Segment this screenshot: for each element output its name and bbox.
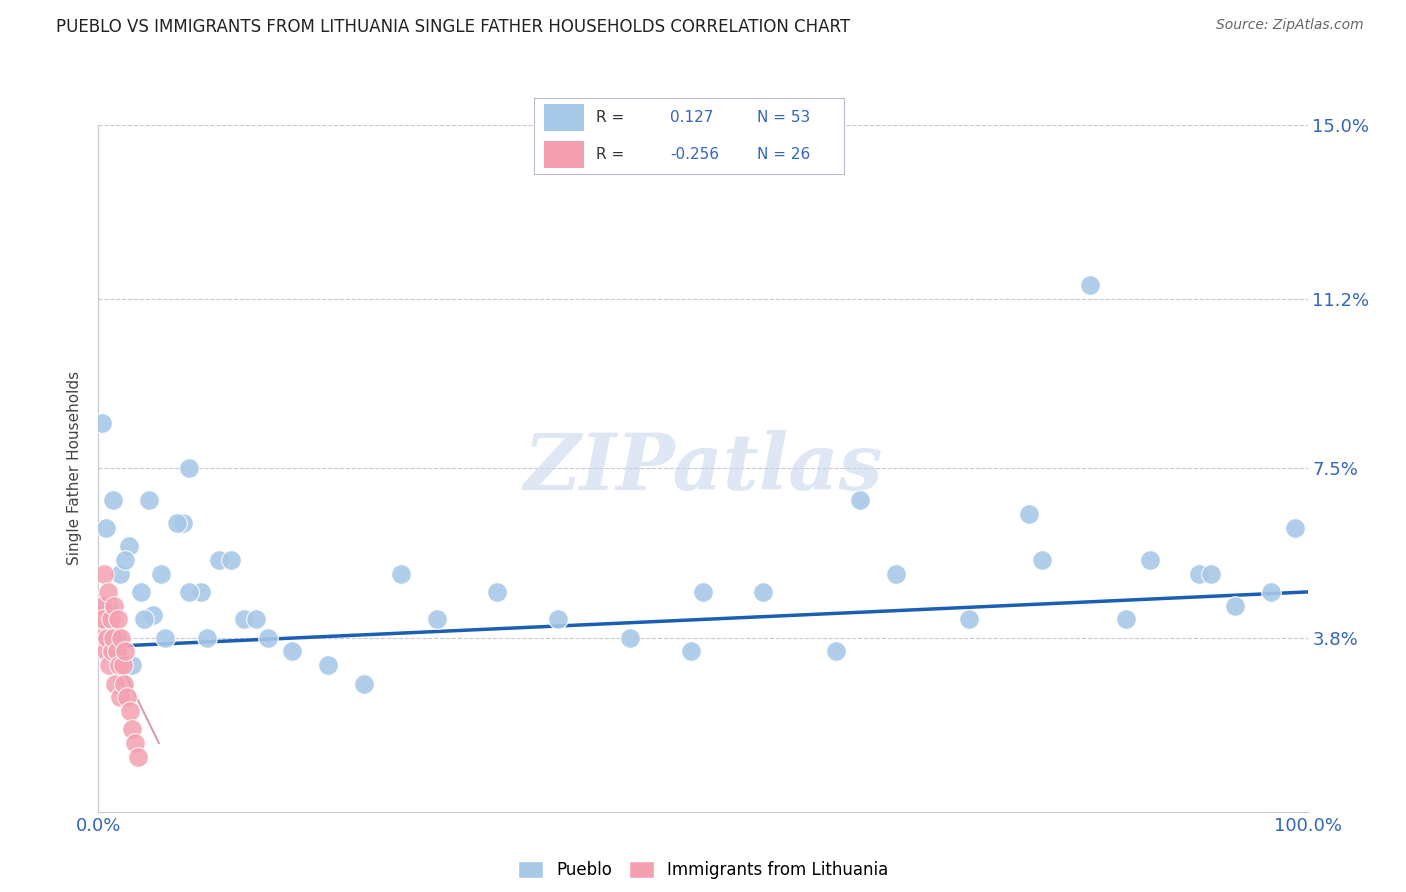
Point [1284, 521, 1306, 535]
Bar [544, 104, 583, 131]
Point [105, 644, 128, 658]
Point [118, 539, 141, 553]
Text: PUEBLO VS IMMIGRANTS FROM LITHUANIA SINGLE FATHER HOUSEHOLDS CORRELATION CHART: PUEBLO VS IMMIGRANTS FROM LITHUANIA SING… [56, 18, 851, 36]
Point [129, 585, 152, 599]
Point [1188, 566, 1211, 581]
Point [138, 493, 160, 508]
Point [112, 676, 135, 690]
Point [190, 585, 212, 599]
Point [104, 676, 127, 690]
Point [97, 585, 120, 599]
Point [547, 612, 569, 626]
Text: R =: R = [596, 146, 624, 161]
Point [97, 599, 120, 613]
Point [121, 723, 143, 737]
Point [93, 566, 115, 581]
Point [619, 631, 641, 645]
Point [208, 553, 231, 567]
Point [121, 658, 143, 673]
Point [426, 612, 449, 626]
Point [1078, 278, 1101, 293]
Point [679, 644, 702, 658]
Point [100, 644, 122, 658]
Point [107, 612, 129, 626]
Point [110, 631, 132, 645]
Point [281, 644, 304, 658]
Point [1260, 585, 1282, 599]
Point [91, 599, 114, 613]
Point [96, 631, 118, 645]
Point [486, 585, 509, 599]
Point [1115, 612, 1137, 626]
Text: ZIPatlas: ZIPatlas [523, 430, 883, 507]
Point [221, 553, 243, 567]
Point [957, 612, 980, 626]
Y-axis label: Single Father Households: Single Father Households [67, 371, 83, 566]
Point [114, 644, 136, 658]
Point [849, 493, 872, 508]
Point [172, 516, 194, 531]
Point [752, 585, 775, 599]
Point [153, 631, 176, 645]
Point [91, 612, 114, 626]
Point [91, 416, 114, 430]
Point [1223, 599, 1246, 613]
Point [195, 631, 218, 645]
Point [825, 644, 848, 658]
Point [108, 566, 131, 581]
Text: Source: ZipAtlas.com: Source: ZipAtlas.com [1216, 18, 1364, 32]
Point [98, 658, 121, 673]
Legend: Pueblo, Immigrants from Lithuania: Pueblo, Immigrants from Lithuania [512, 855, 894, 886]
Text: 0.127: 0.127 [671, 111, 714, 126]
Point [179, 585, 201, 599]
Point [127, 749, 149, 764]
Point [94, 521, 117, 535]
Point [90, 631, 112, 645]
Point [179, 461, 201, 475]
Point [134, 612, 156, 626]
Point [111, 658, 134, 673]
Point [1139, 553, 1161, 567]
Point [150, 566, 173, 581]
Text: N = 26: N = 26 [756, 146, 810, 161]
Point [142, 607, 165, 622]
Point [105, 644, 128, 658]
Point [1199, 566, 1222, 581]
Point [1031, 553, 1053, 567]
Text: N = 53: N = 53 [756, 111, 810, 126]
Point [105, 631, 128, 645]
Point [101, 493, 124, 508]
Point [103, 599, 125, 613]
Point [93, 599, 115, 613]
Point [114, 553, 136, 567]
Point [117, 690, 139, 705]
Point [94, 644, 117, 658]
Point [692, 585, 714, 599]
Point [166, 516, 188, 531]
Point [245, 612, 267, 626]
Text: R =: R = [596, 111, 624, 126]
Point [118, 704, 141, 718]
Text: -0.256: -0.256 [671, 146, 720, 161]
Point [232, 612, 254, 626]
Point [353, 676, 375, 690]
Point [316, 658, 339, 673]
Point [108, 658, 131, 673]
Point [886, 566, 908, 581]
Point [100, 612, 122, 626]
Point [256, 631, 278, 645]
Point [124, 736, 146, 750]
Bar [544, 141, 583, 168]
Point [1018, 507, 1040, 521]
Point [108, 690, 131, 705]
Point [389, 566, 412, 581]
Point [101, 631, 124, 645]
